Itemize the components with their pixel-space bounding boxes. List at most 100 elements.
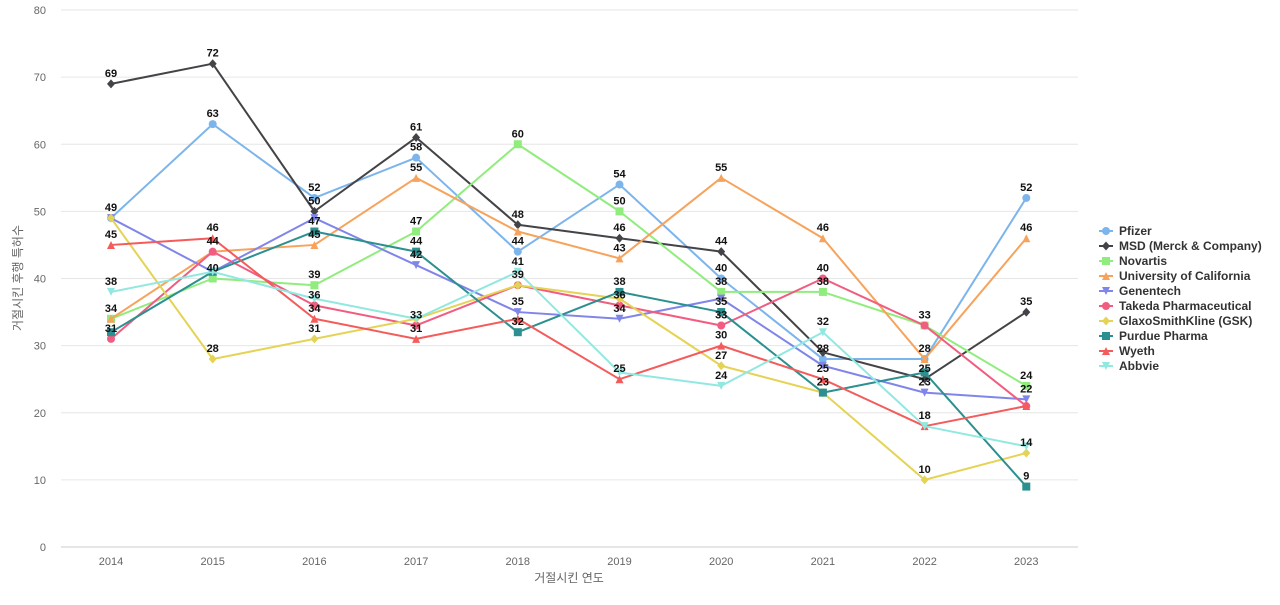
data-point [412,334,421,343]
data-point [412,314,421,323]
series-1 [107,59,1031,384]
x-tick-label: 2023 [1014,556,1038,568]
data-label: 60 [512,128,524,140]
x-tick-label: 2016 [302,556,326,568]
legend-item[interactable]: Purdue Pharma [1099,329,1208,343]
data-point [1022,395,1031,404]
data-point [208,267,217,276]
data-label: 10 [918,464,930,476]
data-label: 30 [715,330,727,342]
data-label: 58 [410,142,422,154]
series-line [110,143,1027,387]
data-label: 40 [817,263,829,275]
data-label: 28 [918,343,930,355]
gridlines [61,9,1078,548]
data-label: 33 [410,309,422,321]
data-label: 31 [308,323,320,335]
data-point [1022,448,1031,458]
y-tick-label: 20 [34,408,46,420]
data-point [513,328,522,337]
x-tick-label: 2019 [607,556,631,568]
legend-item[interactable]: MSD (Merck & Company) [1099,239,1262,253]
data-label: 50 [613,195,625,207]
data-label: 44 [207,236,220,248]
data-point [615,207,624,216]
data-point [310,281,319,290]
series-4 [107,214,1031,404]
data-point [615,294,624,304]
data-point [615,314,624,323]
data-label: 40 [207,263,219,275]
legend-item[interactable]: GlaxoSmithKline (GSK) [1099,314,1252,328]
data-point [818,234,827,243]
data-point [717,361,726,371]
data-point [615,368,624,377]
data-point [1022,442,1031,451]
data-label: 40 [715,263,727,275]
data-point [513,220,522,230]
data-label: 34 [308,303,321,315]
data-labels: 6949453834317263464440285250474539363431… [105,48,1033,483]
data-point [717,287,726,296]
series-line [110,237,1027,428]
data-point [513,308,522,317]
data-point [412,153,421,162]
data-point [615,233,624,243]
data-point [1022,193,1031,202]
x-tick-label: 2015 [200,556,224,568]
data-label: 32 [817,316,829,328]
data-label: 63 [207,108,219,120]
legend-item[interactable]: Novartis [1099,254,1167,268]
legend-item[interactable]: Abbvie [1099,359,1159,373]
data-point [107,328,115,337]
data-label: 35 [715,296,727,308]
data-point [107,314,115,323]
data-label: 28 [817,343,829,355]
data-point [818,287,827,296]
data-label: 36 [308,289,320,301]
data-label: 49 [105,202,117,214]
data-label: 38 [105,276,117,288]
data-label: 45 [308,229,320,241]
legend-item[interactable]: University of California [1099,269,1251,283]
data-point [310,334,319,344]
data-point [1022,307,1031,317]
legend-marker [1102,257,1110,265]
series-8 [107,234,1031,431]
legend-marker [1102,362,1110,370]
legend-label: Purdue Pharma [1119,329,1208,343]
data-label: 41 [512,256,524,268]
legend-label: Wyeth [1119,344,1155,358]
data-point [107,287,115,296]
legend-item[interactable]: Takeda Pharmaceutical [1099,299,1252,313]
x-tick-label: 2022 [912,556,936,568]
data-label: 44 [715,236,728,248]
legend-item[interactable]: Pfizer [1099,224,1152,238]
y-tick-label: 60 [34,139,46,151]
data-point [818,388,827,397]
series-line [110,62,1027,381]
data-point [717,173,726,182]
legend-item[interactable]: Wyeth [1099,344,1155,358]
legend-item[interactable]: Genentech [1099,284,1181,298]
legend-marker [1102,347,1110,355]
legend-marker [1102,227,1110,235]
data-label: 55 [410,162,422,174]
x-axis-title: 거절시킨 연도 [534,571,604,585]
data-point [920,388,929,397]
data-label: 38 [715,276,727,288]
legend-label: MSD (Merck & Company) [1119,239,1262,253]
data-label: 52 [308,182,320,194]
y-tick-label: 80 [34,5,46,17]
legend-marker [1102,272,1110,280]
legend-label: Novartis [1119,254,1167,268]
data-point [412,321,421,330]
y-tick-label: 70 [34,72,46,84]
x-tick-label: 2017 [404,556,428,568]
data-point [107,213,115,223]
data-point [513,314,522,323]
data-label: 42 [410,249,422,261]
data-label: 25 [817,363,829,375]
series-line [110,270,1027,448]
